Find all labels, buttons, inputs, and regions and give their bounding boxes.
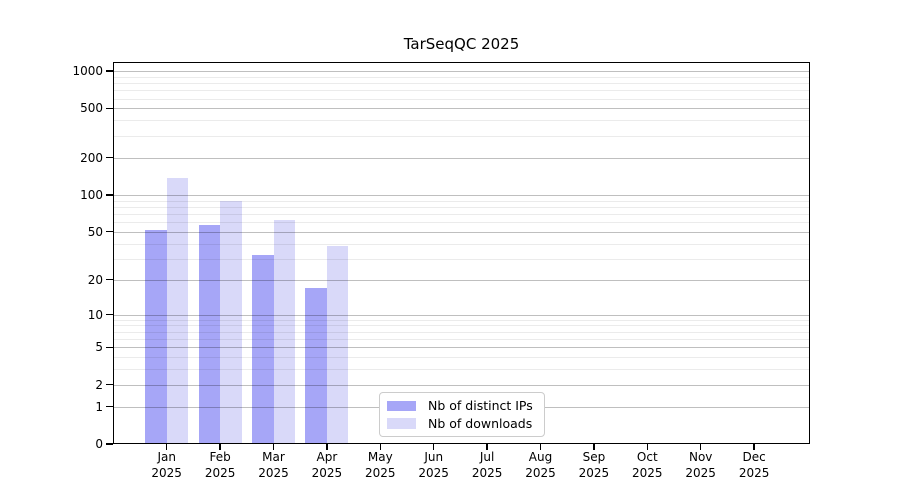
x-tick-month: May bbox=[367, 450, 393, 464]
x-tick-mark bbox=[539, 444, 542, 450]
x-tick-mark bbox=[379, 444, 381, 450]
y-tick-mark bbox=[106, 107, 113, 110]
bar-feb-downloads bbox=[220, 200, 242, 444]
legend-swatch-icon bbox=[387, 400, 416, 411]
legend-row: Nb of distinct IPs bbox=[387, 397, 537, 415]
y-tick-mark bbox=[106, 405, 113, 408]
y-tick-mark bbox=[106, 313, 113, 316]
x-tick-label: May 2025 bbox=[348, 450, 412, 481]
y-tick-label: 1000 bbox=[72, 64, 103, 79]
x-tick-label: Sep 2025 bbox=[562, 450, 626, 481]
x-tick-month: Oct bbox=[636, 450, 658, 464]
x-tick-label: Dec 2025 bbox=[722, 450, 786, 481]
legend: Nb of distinct IPs Nb of downloads bbox=[379, 392, 545, 437]
y-tick-label: 20 bbox=[87, 272, 103, 287]
bars-layer bbox=[113, 62, 810, 444]
x-tick-mark bbox=[166, 444, 168, 450]
x-tick-mark bbox=[433, 444, 435, 450]
x-tick-label: Oct 2025 bbox=[615, 450, 679, 481]
y-tick-label: 500 bbox=[80, 101, 103, 116]
legend-label: Nb of downloads bbox=[428, 415, 533, 431]
x-tick-year: 2025 bbox=[578, 465, 610, 480]
bar-mar-downloads bbox=[273, 219, 295, 444]
x-tick-month: Jul bbox=[479, 450, 495, 464]
x-tick-mark bbox=[753, 444, 755, 450]
x-tick-mark bbox=[646, 444, 648, 450]
x-tick-year: 2025 bbox=[151, 465, 182, 480]
legend-swatch-icon bbox=[387, 418, 416, 429]
x-tick-label: Aug 2025 bbox=[509, 450, 573, 481]
x-tick-month: Sep bbox=[582, 450, 606, 464]
bar-jan-ips bbox=[145, 229, 167, 444]
bar-mar-ips bbox=[252, 255, 274, 444]
legend-label: Nb of distinct IPs bbox=[428, 398, 533, 414]
chart-title: TarSeqQC 2025 bbox=[403, 35, 520, 53]
y-tick-label: 50 bbox=[87, 224, 103, 239]
x-tick-year: 2025 bbox=[365, 465, 396, 480]
x-tick-label: Jun 2025 bbox=[402, 450, 466, 481]
bar-feb-ips bbox=[198, 224, 221, 444]
x-tick-month: Dec bbox=[742, 450, 766, 464]
x-tick-label: Apr 2025 bbox=[295, 450, 359, 481]
x-tick-mark bbox=[700, 444, 702, 450]
x-tick-year: 2025 bbox=[204, 465, 236, 480]
x-tick-year: 2025 bbox=[418, 465, 449, 480]
y-tick-label: 5 bbox=[95, 340, 103, 355]
x-tick-mark bbox=[219, 444, 221, 450]
y-tick-mark bbox=[106, 70, 113, 72]
y-tick-mark bbox=[106, 443, 113, 445]
y-tick-mark bbox=[106, 194, 113, 196]
x-tick-year: 2025 bbox=[525, 465, 556, 480]
x-tick-month: Feb bbox=[209, 450, 231, 464]
bar-apr-downloads bbox=[326, 246, 349, 444]
x-tick-month: Apr bbox=[316, 450, 338, 464]
y-tick-mark bbox=[106, 278, 113, 281]
x-tick-month: Nov bbox=[688, 450, 713, 464]
x-tick-mark bbox=[593, 444, 595, 450]
x-tick-label: Jan 2025 bbox=[135, 450, 199, 481]
x-tick-label: Nov 2025 bbox=[669, 450, 733, 481]
y-tick-label: 10 bbox=[87, 307, 103, 322]
y-tick-mark bbox=[106, 156, 113, 159]
y-tick-label: 2 bbox=[95, 377, 103, 392]
x-tick-mark bbox=[326, 444, 328, 450]
x-tick-mark bbox=[486, 444, 488, 450]
plot-area bbox=[113, 62, 810, 444]
y-tick-mark bbox=[106, 346, 113, 348]
y-tick-label: 0 bbox=[95, 437, 103, 451]
x-tick-month: Jun bbox=[424, 450, 444, 464]
x-tick-month: Aug bbox=[528, 450, 553, 464]
y-tick-label: 1 bbox=[95, 399, 103, 414]
y-tick-label: 100 bbox=[80, 187, 103, 202]
y-tick-mark bbox=[106, 383, 113, 386]
x-tick-month: Mar bbox=[262, 450, 285, 464]
x-tick-year: 2025 bbox=[632, 465, 663, 480]
x-tick-year: 2025 bbox=[471, 465, 503, 480]
x-tick-label: Jul 2025 bbox=[455, 450, 519, 481]
legend-row: Nb of downloads bbox=[387, 415, 537, 433]
x-tick-year: 2025 bbox=[685, 465, 716, 480]
y-tick-label: 200 bbox=[80, 150, 103, 165]
x-tick-month: Jan bbox=[157, 450, 176, 464]
bar-jan-downloads bbox=[166, 177, 189, 444]
x-tick-label: Feb 2025 bbox=[188, 450, 252, 481]
x-tick-year: 2025 bbox=[311, 465, 343, 480]
x-tick-year: 2025 bbox=[258, 465, 289, 480]
x-tick-mark bbox=[272, 444, 275, 450]
bar-apr-ips bbox=[305, 288, 327, 444]
x-tick-label: Mar 2025 bbox=[242, 450, 306, 481]
y-tick-mark bbox=[106, 231, 113, 233]
x-tick-year: 2025 bbox=[738, 465, 770, 480]
